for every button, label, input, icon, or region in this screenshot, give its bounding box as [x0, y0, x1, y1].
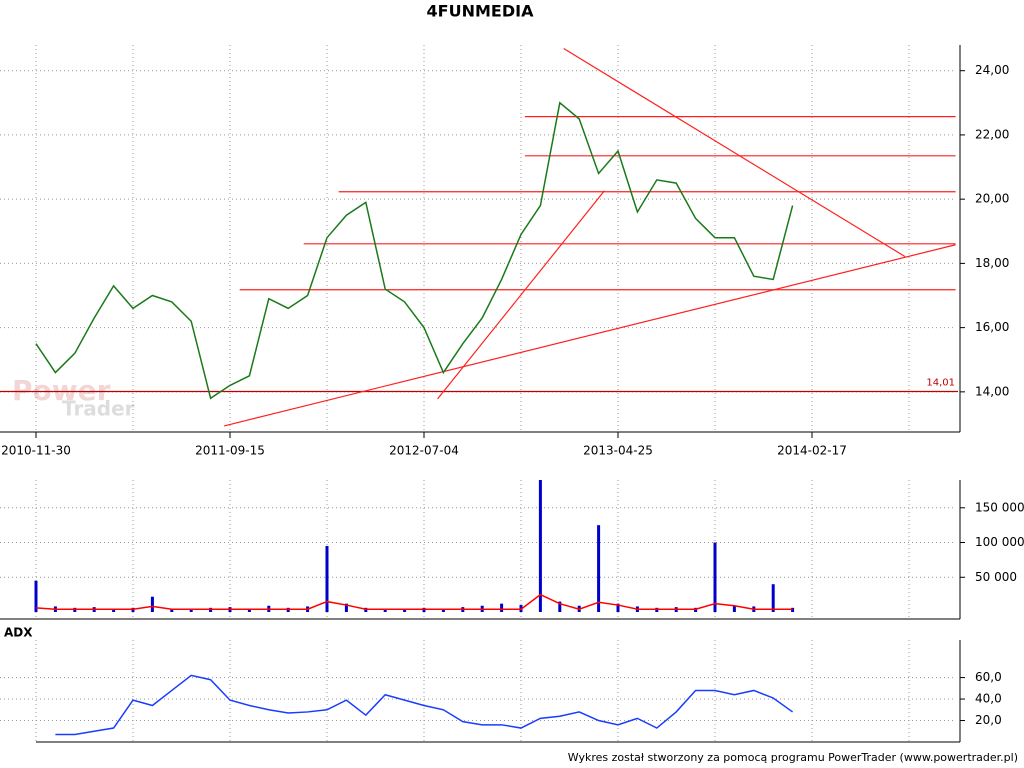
- bar: [247, 608, 251, 612]
- x-tick-label: 2014-02-17: [777, 444, 847, 458]
- bar: [150, 596, 154, 612]
- series-line: [55, 674, 794, 736]
- watermark: Power: [12, 374, 111, 407]
- bar: [500, 603, 504, 612]
- bar: [441, 608, 445, 612]
- y-tick-label: 14,00: [975, 384, 1009, 398]
- x-tick-label: 2011-09-15: [195, 444, 265, 458]
- bar: [189, 609, 193, 612]
- bar: [771, 584, 775, 612]
- y-tick-label: 18,00: [975, 256, 1009, 270]
- bar: [538, 480, 542, 612]
- bar: [403, 609, 407, 612]
- y-tick-label: 16,00: [975, 320, 1009, 334]
- watermark: Trader: [62, 397, 135, 421]
- bar: [325, 546, 329, 612]
- series-line: [35, 101, 794, 400]
- y-tick-label: 50 000: [975, 570, 1017, 584]
- x-tick-label: 2010-11-30: [1, 444, 71, 458]
- trendline: [224, 244, 956, 427]
- y-tick-label: 22,00: [975, 127, 1009, 141]
- x-tick-label: 2012-07-04: [389, 444, 459, 458]
- y-tick-label: 150 000: [975, 500, 1024, 514]
- y-tick-label: 60,0: [975, 670, 1002, 684]
- trendline: [437, 190, 605, 400]
- y-tick-label: 20,00: [975, 192, 1009, 206]
- series-line: [35, 593, 793, 611]
- chart-title: 4FUNMEDIA: [427, 2, 535, 21]
- bar: [558, 601, 562, 612]
- bar: [597, 525, 601, 612]
- bar: [383, 608, 387, 612]
- bar: [112, 608, 116, 612]
- bar: [170, 608, 174, 612]
- y-tick-label: 24,00: [975, 63, 1009, 77]
- x-tick-label: 2013-04-25: [583, 444, 653, 458]
- trendline: [563, 48, 906, 258]
- bar: [344, 603, 348, 612]
- bar: [34, 580, 38, 612]
- bar: [713, 542, 717, 612]
- bar: [732, 605, 736, 612]
- y-tick-label: 100 000: [975, 535, 1024, 549]
- reference-label: 14,01: [926, 378, 955, 389]
- y-tick-label: 20,0: [975, 713, 1002, 727]
- bar: [616, 603, 620, 612]
- chart-title: ADX: [4, 626, 33, 640]
- footer: Wykres został stworzony za pomocą progra…: [568, 751, 1018, 764]
- y-tick-label: 40,0: [975, 692, 1002, 706]
